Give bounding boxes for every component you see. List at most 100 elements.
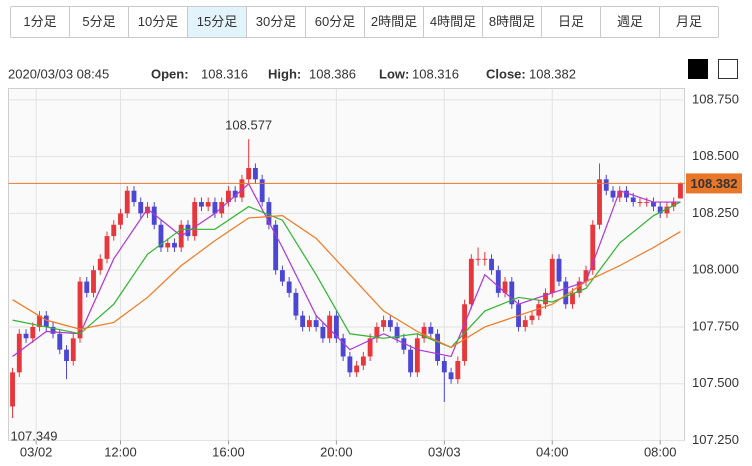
candle-body bbox=[300, 315, 306, 327]
timeframe-button[interactable]: 4時間足 bbox=[424, 7, 483, 37]
candle-body bbox=[441, 361, 447, 373]
candle-body bbox=[617, 190, 623, 198]
candle-body bbox=[104, 236, 110, 259]
plot bbox=[8, 88, 685, 445]
low-label: Low: bbox=[379, 66, 409, 81]
low-value: 108.316 bbox=[412, 66, 459, 81]
candle-body bbox=[43, 315, 49, 327]
candle-body bbox=[70, 338, 76, 362]
candle-body bbox=[293, 292, 299, 316]
candle-body bbox=[597, 179, 602, 225]
open-label: Open: bbox=[151, 66, 189, 81]
candle-body bbox=[354, 365, 360, 373]
candle-body bbox=[603, 179, 609, 191]
timeframe-button[interactable]: 10分足 bbox=[129, 7, 188, 37]
candle-body bbox=[374, 326, 380, 339]
candle-body bbox=[145, 206, 150, 214]
y-tick-label: 107.250 bbox=[692, 432, 739, 447]
candle-body bbox=[239, 179, 245, 198]
timeframe-button[interactable]: 1分足 bbox=[11, 7, 70, 37]
candle-body bbox=[212, 202, 218, 214]
candle-body bbox=[347, 356, 353, 373]
candle-body bbox=[192, 202, 198, 237]
candle-body bbox=[630, 197, 636, 203]
candle-body bbox=[644, 202, 650, 204]
candle-body bbox=[387, 320, 393, 327]
candle-body bbox=[414, 338, 420, 373]
candle-body bbox=[246, 167, 252, 180]
close-value: 108.382 bbox=[529, 66, 576, 81]
candle-body bbox=[165, 242, 171, 248]
candle-body bbox=[84, 281, 90, 293]
candle-body bbox=[320, 326, 326, 339]
close-label: Close: bbox=[486, 66, 526, 81]
candle-body bbox=[637, 202, 643, 204]
x-tick-label: 03/03 bbox=[428, 444, 461, 459]
candle-body bbox=[509, 281, 515, 305]
candle-body bbox=[448, 372, 454, 380]
candle-body bbox=[10, 372, 15, 407]
candle-body bbox=[50, 326, 56, 334]
candle-body bbox=[23, 333, 29, 339]
y-tick-label: 108.750 bbox=[692, 91, 739, 106]
timeframe-button[interactable]: 月足 bbox=[660, 7, 718, 37]
max-label: 108.577 bbox=[225, 118, 272, 133]
candle-body bbox=[583, 270, 589, 282]
candle-body bbox=[495, 270, 501, 293]
high-label: High: bbox=[268, 66, 301, 81]
candle-body bbox=[313, 320, 319, 327]
candle-body bbox=[482, 258, 488, 260]
candle-body bbox=[664, 206, 670, 214]
price-tag-label: 108.382 bbox=[691, 176, 738, 191]
candle-body bbox=[226, 190, 231, 203]
candle-body bbox=[37, 315, 42, 327]
candle-body bbox=[252, 167, 258, 180]
candle-body bbox=[185, 224, 191, 237]
candle-body bbox=[563, 281, 569, 305]
timeframe-button[interactable]: 2時間足 bbox=[365, 7, 424, 37]
y-tick-label: 108.500 bbox=[692, 148, 739, 163]
candle-body bbox=[138, 202, 144, 214]
candle-body bbox=[124, 190, 130, 214]
candle-body bbox=[97, 258, 103, 271]
timeframe-button[interactable]: 30分足 bbox=[247, 7, 306, 37]
timeframe-button[interactable]: 週足 bbox=[601, 7, 660, 37]
candle-body bbox=[522, 320, 528, 327]
candle-body bbox=[536, 304, 542, 316]
candle-body bbox=[610, 190, 616, 198]
candle-body bbox=[408, 349, 414, 373]
candle-body bbox=[111, 224, 117, 237]
candle-body bbox=[367, 338, 373, 357]
candle-body bbox=[333, 315, 339, 339]
timeframe-button[interactable]: 日足 bbox=[542, 7, 601, 37]
candle-body bbox=[64, 349, 69, 362]
candle-body bbox=[131, 190, 137, 203]
candle-body bbox=[671, 202, 677, 207]
candle-body bbox=[151, 206, 157, 225]
timeframe-button[interactable]: 8時間足 bbox=[483, 7, 542, 37]
timeframe-bar: 1分足 5分足 10分足 15分足 30分足 60分足 2時間足 4時間足 8時間足 日足 週足 月足 bbox=[10, 6, 719, 38]
candle-body bbox=[489, 258, 494, 271]
candle-body bbox=[340, 338, 346, 357]
light-theme-button[interactable] bbox=[718, 59, 738, 79]
candle-body bbox=[475, 258, 481, 260]
plot-area bbox=[8, 88, 685, 441]
candle-body bbox=[30, 326, 36, 339]
dark-theme-button[interactable] bbox=[688, 59, 708, 79]
candle-body bbox=[394, 326, 400, 339]
y-tick-label: 108.250 bbox=[692, 205, 739, 220]
candle-body bbox=[16, 333, 22, 373]
candle-body bbox=[286, 281, 292, 293]
candle-body bbox=[624, 190, 629, 198]
candle-body bbox=[455, 361, 461, 380]
timeframe-button[interactable]: 60分足 bbox=[306, 7, 365, 37]
timeframe-button[interactable]: 5分足 bbox=[70, 7, 129, 37]
timeframe-button[interactable]: 15分足 bbox=[188, 7, 247, 37]
x-tick-label: 03/02 bbox=[20, 444, 53, 459]
candle-body bbox=[576, 281, 582, 293]
candle-body bbox=[401, 338, 407, 350]
candle-body bbox=[543, 292, 548, 305]
candle-body bbox=[529, 315, 535, 321]
